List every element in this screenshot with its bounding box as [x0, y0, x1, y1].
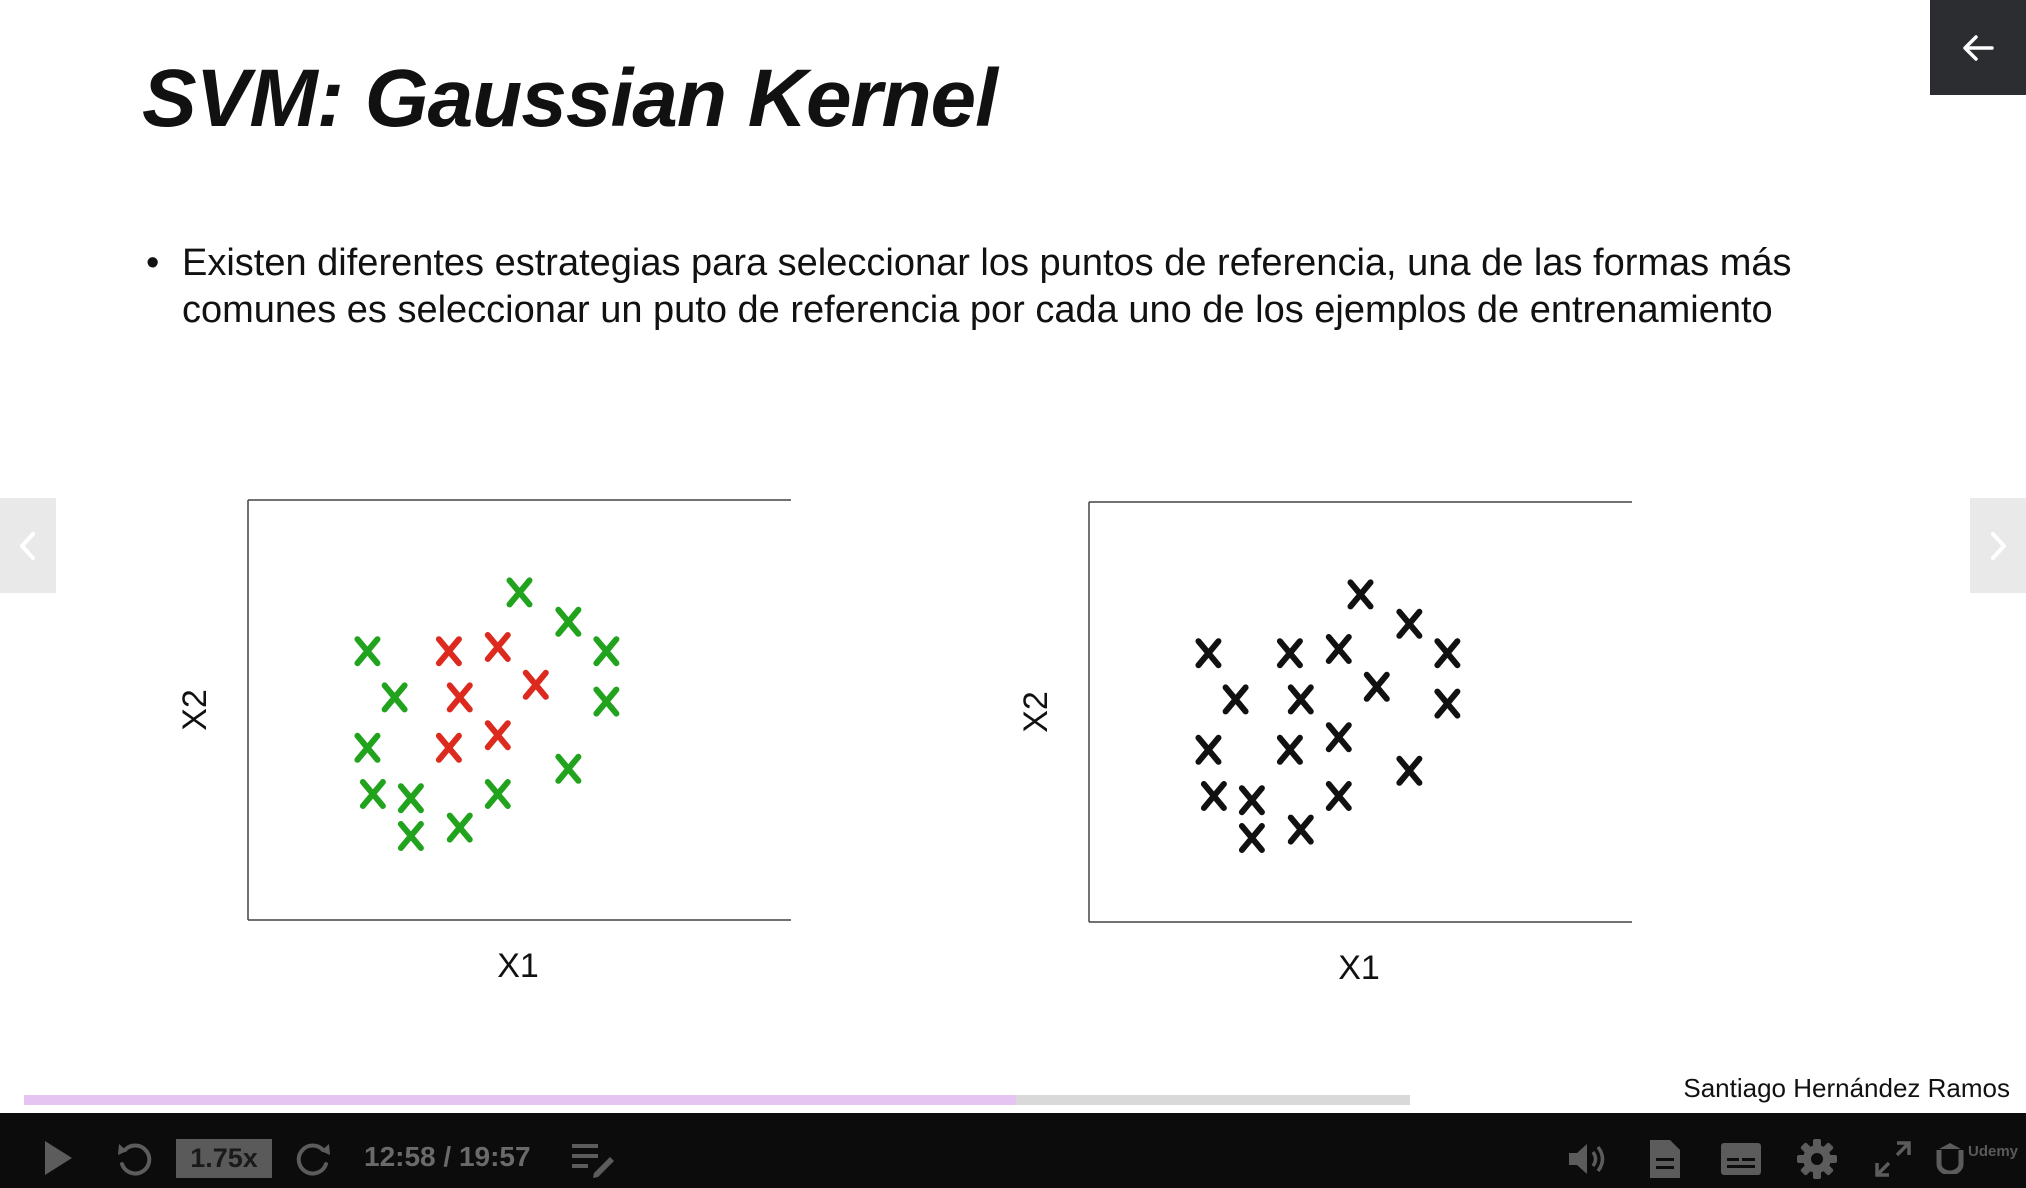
data-point: [1195, 734, 1222, 765]
forward-button[interactable]: [288, 1134, 338, 1184]
x-axis-label: X1: [497, 947, 539, 985]
udemy-logo: [1936, 1136, 1964, 1180]
data-point: [354, 636, 381, 667]
data-point: [435, 732, 462, 763]
author-credit: Santiago Hernández Ramos: [1683, 1073, 2010, 1103]
data-point: [593, 686, 620, 717]
data-point: [1347, 579, 1374, 610]
data-point: [593, 636, 620, 667]
volume-button[interactable]: [1564, 1134, 1614, 1184]
player-controls: [0, 1113, 2026, 1188]
chevron-left-icon: [20, 531, 35, 560]
y-axis-label: X2: [1017, 691, 1055, 733]
data-point: [1238, 785, 1265, 816]
data-point: [1434, 638, 1461, 669]
data-point: [435, 636, 462, 667]
volume-icon: [1569, 1144, 1605, 1174]
udemy-logo-icon: [1936, 1143, 1964, 1174]
data-point: [354, 732, 381, 763]
udemy-brand-text: Udemy: [1968, 1143, 2019, 1160]
data-point: [1276, 734, 1303, 765]
next-lecture-button[interactable]: [1970, 498, 2026, 593]
data-point: [484, 779, 511, 809]
slide: SVM: Gaussian Kernel • Existen diferente…: [0, 0, 2026, 1105]
scatter-chart-black: X1 X2: [1017, 501, 1632, 987]
gear-icon: [1797, 1139, 1837, 1179]
data-point: [1222, 684, 1249, 715]
data-point: [484, 632, 511, 662]
play-button[interactable]: [36, 1133, 80, 1183]
notes-button[interactable]: [568, 1136, 618, 1182]
fullscreen-icon: [1875, 1141, 1911, 1177]
captions-icon: [1721, 1143, 1761, 1175]
chart-marks: [1195, 579, 1461, 853]
data-point: [522, 669, 549, 700]
time-display: 12:58 / 19:57: [364, 1141, 531, 1172]
previous-lecture-button[interactable]: [0, 498, 56, 593]
play-icon: [45, 1141, 72, 1175]
chevron-right-icon: [1991, 531, 2006, 560]
transcript-button[interactable]: [1642, 1134, 1688, 1184]
data-point: [1396, 608, 1423, 639]
data-point: [555, 753, 582, 784]
bullet-text: Existen diferentes estrategias para sele…: [182, 242, 1792, 331]
data-point: [1325, 781, 1352, 811]
progress-fill: [24, 1095, 1017, 1105]
data-point: [555, 606, 582, 637]
data-point: [1287, 814, 1314, 845]
rewind-button[interactable]: [110, 1134, 160, 1184]
data-point: [484, 720, 511, 751]
data-point: [506, 577, 533, 608]
data-point: [446, 812, 473, 843]
data-point: [1238, 823, 1265, 853]
data-point: [1200, 781, 1227, 811]
playback-speed-button[interactable]: 1.75x: [176, 1139, 272, 1178]
data-point: [381, 682, 408, 713]
data-point: [1396, 755, 1423, 786]
captions-button[interactable]: [1716, 1136, 1766, 1182]
y-axis-label: X2: [176, 689, 214, 731]
data-point: [397, 783, 424, 814]
transcript-icon: [1650, 1140, 1680, 1178]
arrow-left-icon: [1963, 34, 1994, 61]
fullscreen-button[interactable]: [1868, 1134, 1918, 1184]
data-point: [1287, 684, 1314, 715]
data-point: [359, 779, 386, 809]
settings-button[interactable]: [1792, 1134, 1842, 1184]
data-point: [446, 682, 473, 713]
forward-icon: [296, 1143, 330, 1176]
data-point: [1434, 688, 1461, 719]
data-point: [1276, 638, 1303, 669]
rewind-icon: [118, 1143, 152, 1176]
data-point: [1325, 634, 1352, 664]
chart-marks: [354, 577, 620, 851]
data-point: [397, 821, 424, 851]
progress-bar[interactable]: [24, 1095, 1410, 1105]
slide-title: SVM: Gaussian Kernel: [142, 53, 998, 144]
x-axis-label: X1: [1338, 949, 1380, 987]
data-point: [1325, 722, 1352, 753]
back-button[interactable]: [1930, 0, 2026, 95]
scatter-chart-colored: X1 X2: [176, 499, 791, 985]
bullet-dot: •: [146, 242, 160, 284]
notes-icon: [572, 1144, 614, 1178]
data-point: [1195, 638, 1222, 669]
data-point: [1363, 671, 1390, 702]
